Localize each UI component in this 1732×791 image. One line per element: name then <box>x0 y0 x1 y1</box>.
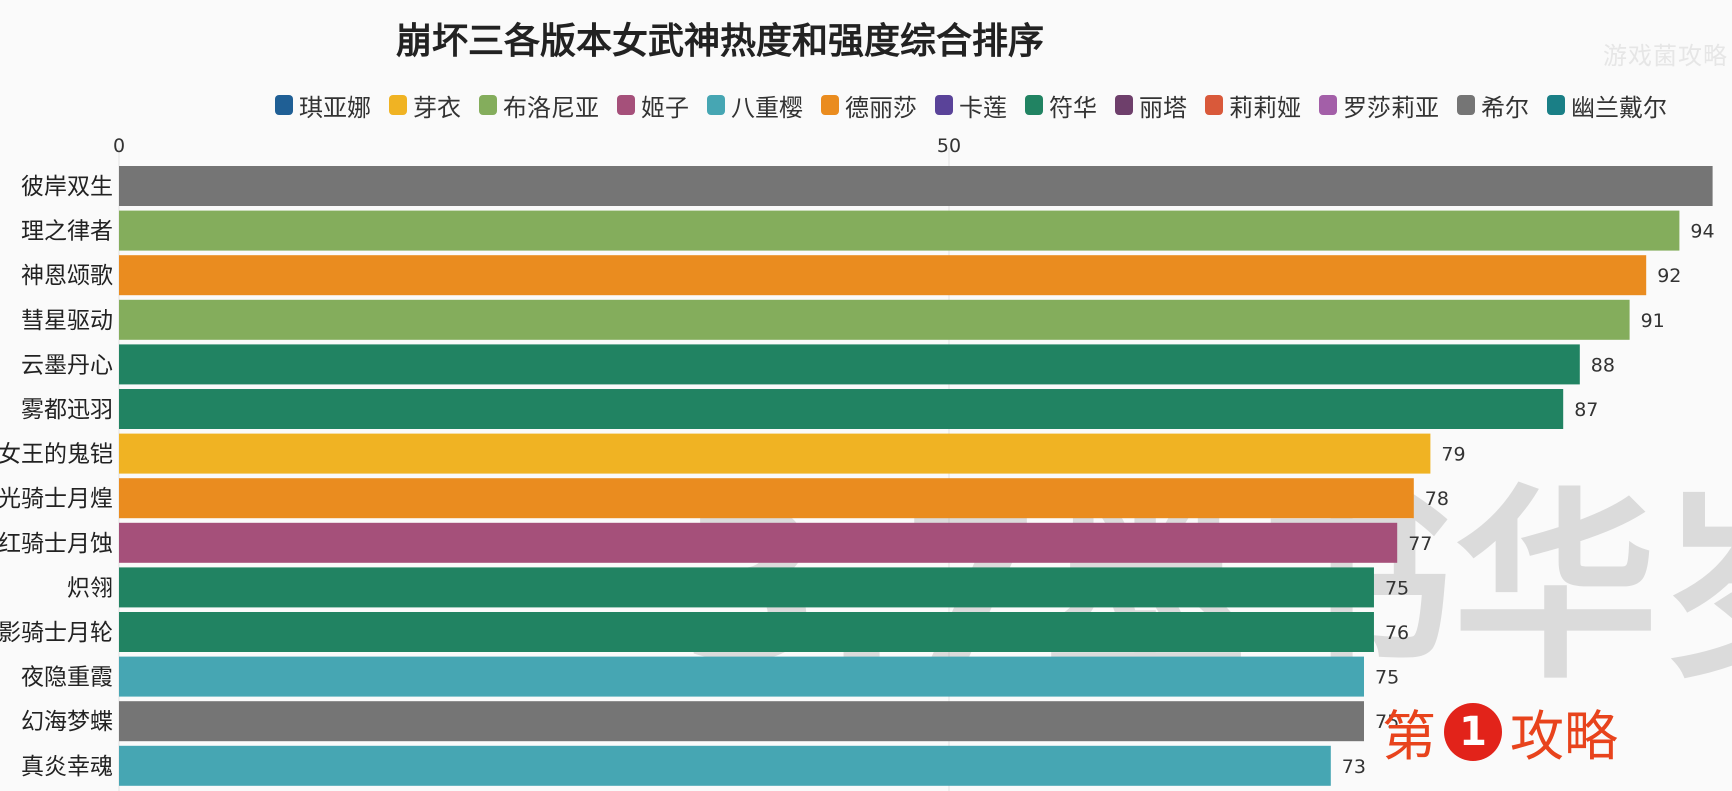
legend-label: 八重樱 <box>731 93 803 122</box>
legend-item[interactable]: 布洛尼亚 <box>479 88 599 123</box>
legend-item[interactable]: 姬子 <box>617 88 689 123</box>
legend-swatch <box>1025 95 1043 115</box>
category-label: 彼岸双生 <box>21 174 113 200</box>
bar <box>119 478 1414 519</box>
legend-label: 布洛尼亚 <box>503 93 599 122</box>
category-label: 红骑士月蚀 <box>0 531 113 557</box>
legend-item[interactable]: 莉莉娅 <box>1205 88 1301 123</box>
bar <box>119 701 1364 742</box>
legend-swatch <box>1547 95 1565 115</box>
legend-label: 卡莲 <box>959 93 1007 122</box>
x-tick-label: 50 <box>937 135 961 157</box>
corner-watermark-text: 游戏菌攻略 <box>1603 42 1728 70</box>
bar <box>119 210 1680 251</box>
bar <box>119 522 1398 563</box>
legend-label: 罗莎莉亚 <box>1343 93 1439 122</box>
legend-swatch <box>389 95 407 115</box>
legend-swatch <box>707 95 725 115</box>
legend-swatch <box>617 95 635 115</box>
bar <box>119 745 1331 786</box>
badge-suffix: 攻略 <box>1510 705 1618 768</box>
value-label: 75 <box>1375 711 1399 733</box>
category-label: 彗星驱动 <box>21 308 113 334</box>
value-label: 75 <box>1375 667 1399 689</box>
bar <box>119 567 1374 608</box>
category-label: 夜隐重霞 <box>21 665 113 691</box>
legend-swatch <box>1205 95 1223 115</box>
legend-label: 幽兰戴尔 <box>1571 93 1667 122</box>
value-label: 76 <box>1385 622 1409 644</box>
legend-item[interactable]: 八重樱 <box>707 88 803 123</box>
legend-label: 琪亚娜 <box>299 93 371 122</box>
category-label: 炽翎 <box>67 575 113 601</box>
watermark-badge: 第 1 攻略 <box>1382 692 1618 771</box>
category-label: 云墨丹心 <box>21 352 113 378</box>
value-label: 87 <box>1574 399 1598 421</box>
legend-swatch <box>821 95 839 115</box>
chart-title: 崩坏三各版本女武神热度和强度综合排序 <box>395 21 1044 62</box>
legend-label: 莉莉娅 <box>1229 93 1301 122</box>
category-label: 幻海梦蝶 <box>21 709 113 735</box>
legend-swatch <box>1457 95 1475 115</box>
chart-legend: 琪亚娜 芽衣 布洛尼亚 姬子 八重樱 德丽莎 卡莲 符华 丽塔 莉莉娅 罗莎莉亚 希尔 幽兰戴尔 <box>275 88 1667 123</box>
legend-item[interactable]: 希尔 <box>1457 88 1529 123</box>
legend-swatch <box>479 95 497 115</box>
legend-label: 芽衣 <box>413 93 461 122</box>
value-label: 75 <box>1385 577 1409 599</box>
value-label: 91 <box>1641 310 1665 332</box>
value-label: 73 <box>1342 756 1366 778</box>
value-label: 79 <box>1441 444 1465 466</box>
legend-item[interactable]: 琪亚娜 <box>275 88 371 123</box>
bar <box>119 389 1564 429</box>
legend-label: 丽塔 <box>1139 93 1187 122</box>
legend-swatch <box>935 95 953 115</box>
legend-item[interactable]: 幽兰戴尔 <box>1547 88 1667 123</box>
bar <box>119 612 1374 652</box>
value-label: 94 <box>1690 221 1714 243</box>
value-label: 77 <box>1408 533 1432 555</box>
badge-number: 1 <box>1444 702 1502 761</box>
bar <box>119 433 1431 474</box>
category-label: 影骑士月轮 <box>0 620 113 646</box>
legend-label: 德丽莎 <box>845 93 917 122</box>
legend-item[interactable]: 卡莲 <box>935 88 1007 123</box>
category-label: 女王的鬼铠 <box>0 442 113 468</box>
bar <box>119 656 1364 697</box>
badge-prefix: 第 <box>1382 705 1436 768</box>
legend-swatch <box>1115 95 1133 115</box>
legend-item[interactable]: 丽塔 <box>1115 88 1187 123</box>
legend-item[interactable]: 符华 <box>1025 88 1097 123</box>
legend-item[interactable]: 德丽莎 <box>821 88 917 123</box>
value-label: 78 <box>1425 488 1449 510</box>
bar <box>119 166 1713 206</box>
bar <box>119 299 1630 340</box>
category-label: 神恩颂歌 <box>21 263 113 289</box>
x-tick-label: 0 <box>113 135 125 157</box>
legend-label: 符华 <box>1049 93 1097 122</box>
bar <box>119 255 1647 296</box>
legend-swatch <box>275 95 293 115</box>
category-label: 理之律者 <box>21 219 113 245</box>
value-label: 92 <box>1657 265 1681 287</box>
value-label: 88 <box>1591 354 1615 376</box>
bar <box>119 344 1580 385</box>
category-label: 真炎幸魂 <box>21 754 113 780</box>
category-label: 雾都迅羽 <box>21 397 113 423</box>
legend-swatch <box>1319 95 1337 115</box>
legend-label: 希尔 <box>1481 93 1529 122</box>
legend-label: 姬子 <box>641 93 689 122</box>
legend-item[interactable]: 芽衣 <box>389 88 461 123</box>
legend-item[interactable]: 罗莎莉亚 <box>1319 88 1439 123</box>
category-label: 光骑士月煌 <box>0 486 113 512</box>
